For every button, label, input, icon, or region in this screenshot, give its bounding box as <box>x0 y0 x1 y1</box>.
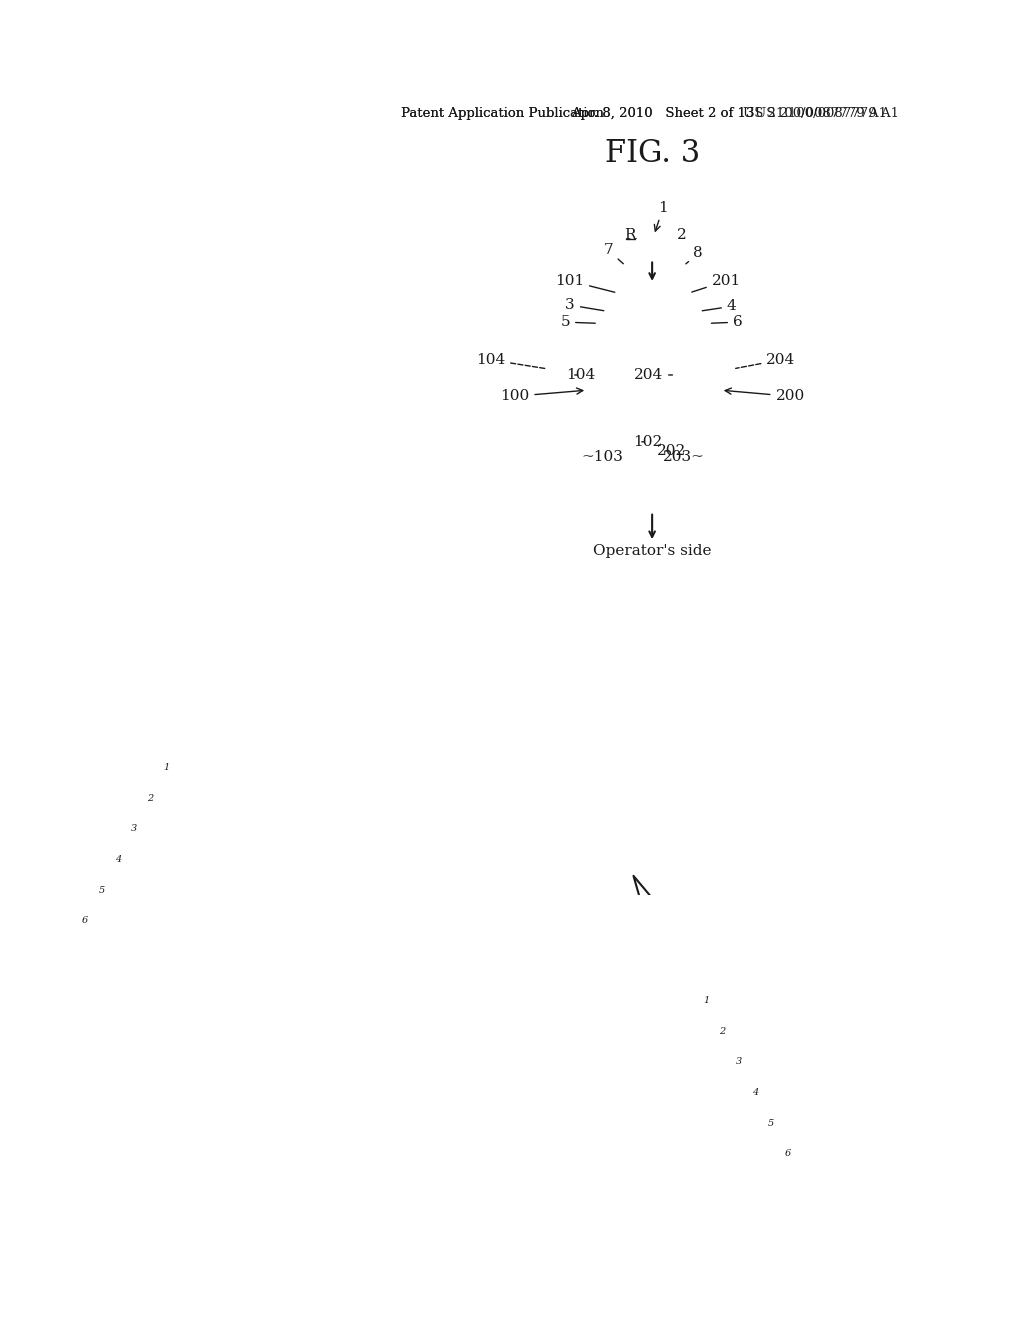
Text: 201: 201 <box>692 273 741 292</box>
Text: 4: 4 <box>115 855 121 863</box>
Polygon shape <box>198 638 229 685</box>
Text: 7: 7 <box>603 243 624 264</box>
Text: Operator's side: Operator's side <box>593 544 712 558</box>
Text: US 2100/0087779 A1: US 2100/0087779 A1 <box>743 107 887 120</box>
Text: 6: 6 <box>82 916 88 925</box>
Text: US 2100/0087779 A1: US 2100/0087779 A1 <box>755 107 899 120</box>
Text: 2: 2 <box>677 228 687 243</box>
Polygon shape <box>0 1092 7 1126</box>
Text: 202: 202 <box>657 444 686 458</box>
Text: Patent Application Publication: Patent Application Publication <box>400 107 603 120</box>
Text: Patent Application Publication: Patent Application Publication <box>400 107 603 120</box>
Polygon shape <box>769 1171 831 1209</box>
Text: 8: 8 <box>686 247 703 264</box>
Polygon shape <box>31 933 93 972</box>
Text: R: R <box>624 228 636 243</box>
Text: 104: 104 <box>476 352 545 368</box>
Text: 104: 104 <box>566 368 595 381</box>
Text: 4: 4 <box>702 300 736 313</box>
Text: 5: 5 <box>560 315 595 329</box>
Text: 204: 204 <box>634 368 673 381</box>
Polygon shape <box>642 911 684 950</box>
Text: 2: 2 <box>719 1027 725 1036</box>
Text: 102: 102 <box>633 434 662 449</box>
Text: Apr. 8, 2010   Sheet 2 of 13: Apr. 8, 2010 Sheet 2 of 13 <box>571 107 755 120</box>
Text: 2: 2 <box>147 793 154 803</box>
Text: 6: 6 <box>784 1150 791 1158</box>
Text: 4: 4 <box>752 1088 758 1097</box>
Polygon shape <box>179 673 221 713</box>
Polygon shape <box>162 700 203 743</box>
Text: 3: 3 <box>131 824 137 833</box>
Text: FIG. 3: FIG. 3 <box>604 137 699 169</box>
Text: 6: 6 <box>712 315 742 329</box>
Text: 5: 5 <box>768 1118 774 1127</box>
Polygon shape <box>796 1191 889 1320</box>
Text: Apr. 8, 2010   Sheet 2 of 13: Apr. 8, 2010 Sheet 2 of 13 <box>571 107 755 120</box>
Polygon shape <box>0 952 67 1109</box>
Polygon shape <box>634 876 666 924</box>
Polygon shape <box>660 939 701 981</box>
Text: 203~: 203~ <box>664 450 705 465</box>
Text: 3: 3 <box>565 298 604 312</box>
Text: 100: 100 <box>500 388 583 403</box>
Polygon shape <box>47 726 195 957</box>
Text: 1: 1 <box>164 763 170 772</box>
Text: ~103: ~103 <box>581 450 623 465</box>
Text: 200: 200 <box>725 388 805 403</box>
Text: 1: 1 <box>702 997 709 1005</box>
Text: 3: 3 <box>735 1057 741 1067</box>
Text: 101: 101 <box>555 273 614 292</box>
Text: 1: 1 <box>654 201 668 231</box>
Text: 204: 204 <box>735 352 796 368</box>
Polygon shape <box>669 964 815 1196</box>
Text: 5: 5 <box>98 886 104 895</box>
